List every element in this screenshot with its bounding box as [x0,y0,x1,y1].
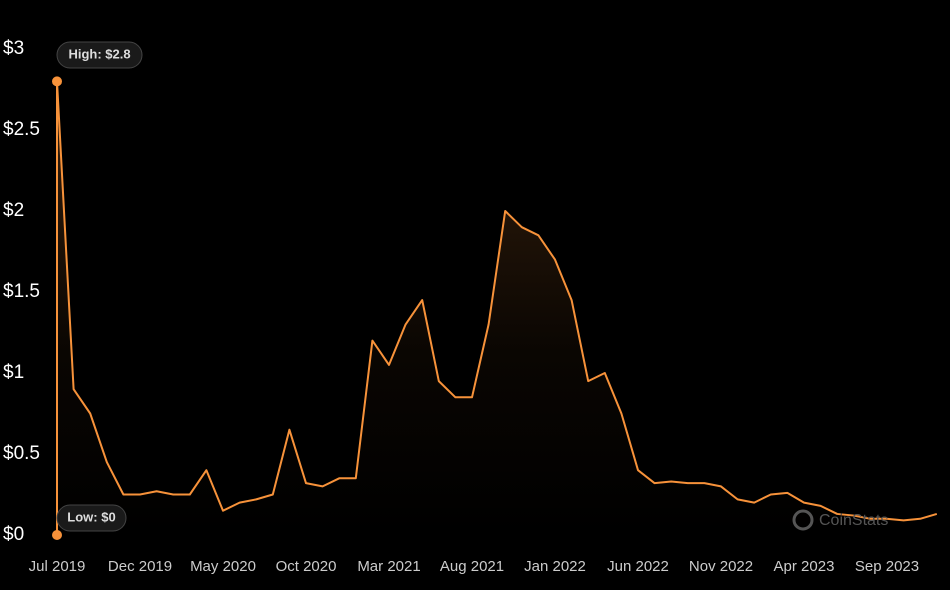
x-tick-label: Jul 2019 [29,558,86,575]
x-tick-label: Jan 2022 [524,558,586,575]
watermark-logo [792,509,814,531]
area [57,81,937,536]
x-tick-label: Aug 2021 [440,558,504,575]
high-badge [56,41,143,69]
low-marker [52,530,62,540]
y-tick-label: $0 [3,524,24,545]
low-badge [56,504,127,532]
price-line [56,81,938,522]
y-tick-label: $3 [3,38,24,59]
x-tick-label: Oct 2020 [276,558,337,575]
y-tick-label: $1.5 [3,281,40,302]
y-tick-label: $1 [3,362,24,383]
y-tick-label: $0.5 [3,443,40,464]
x-tick-label: Dec 2019 [108,558,172,575]
x-tick-label: Sep 2023 [855,558,919,575]
high-marker [52,76,62,87]
x-tick-label: Apr 2023 [774,558,835,575]
y-tick-label: $2.5 [3,119,40,140]
x-tick-label: Jun 2022 [607,558,669,575]
x-tick-label: Nov 2022 [689,558,753,575]
watermark: CoinStats [819,512,888,529]
low-label: Low: $0 [67,509,115,524]
x-tick-label: May 2020 [190,558,256,575]
high-label: High: $2.8 [68,46,130,61]
x-tick-label: Mar 2021 [357,558,420,575]
y-tick-label: $2 [3,200,24,221]
